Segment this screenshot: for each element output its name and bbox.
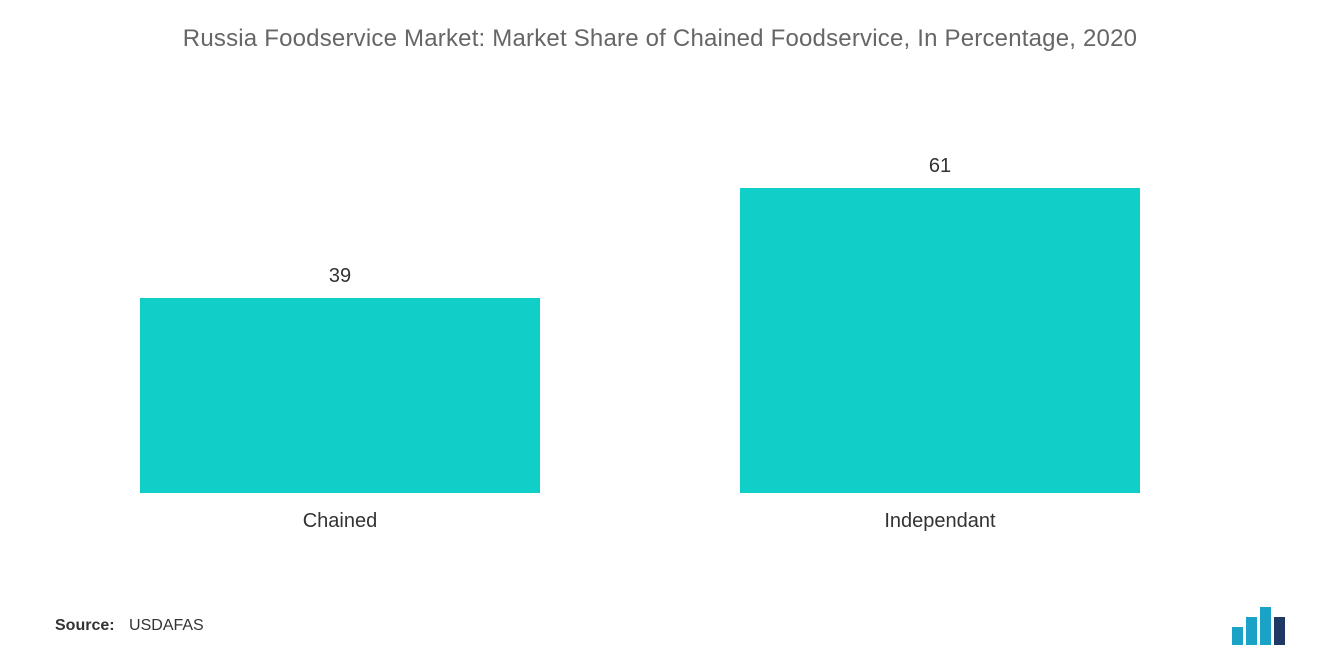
bar-value-label: 61 [740, 155, 1140, 178]
bar-independant [740, 188, 1140, 493]
plot-area: 39 Chained 61 Independant [60, 63, 1260, 533]
brand-logo-icon [1230, 605, 1290, 645]
bar-group-chained: 39 [140, 265, 540, 493]
chart-title: Russia Foodservice Market: Market Share … [55, 25, 1265, 53]
bar-group-independant: 61 [740, 155, 1140, 493]
category-label-chained: Chained [140, 510, 540, 533]
source-line: Source: USDAFAS [55, 617, 204, 635]
bar-chained [140, 298, 540, 493]
category-label-independant: Independant [740, 510, 1140, 533]
bar-value-label: 39 [140, 265, 540, 288]
chart-container: Russia Foodservice Market: Market Share … [0, 0, 1320, 665]
source-label: Source: [55, 617, 115, 634]
source-text: USDAFAS [129, 617, 204, 634]
